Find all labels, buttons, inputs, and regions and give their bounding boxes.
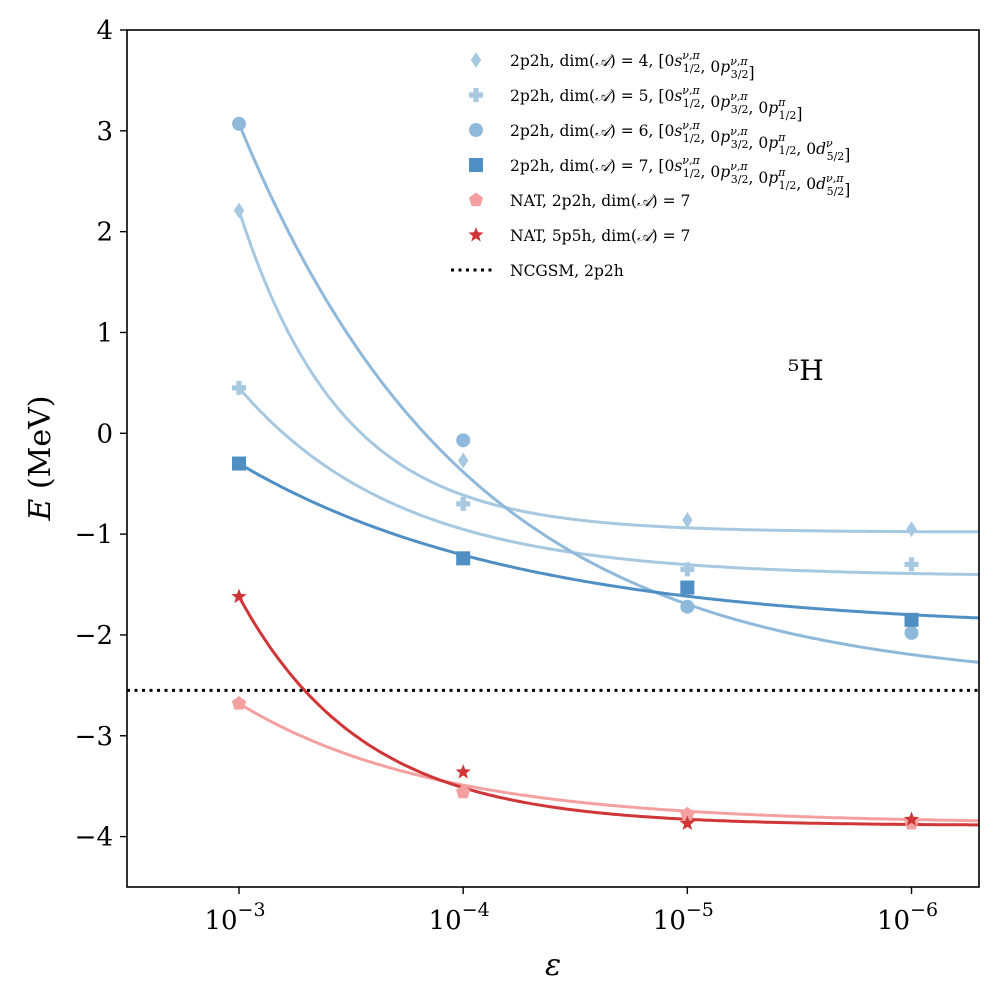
y-tick-label: 1: [96, 318, 113, 348]
data-point-s6-4: [903, 811, 920, 826]
legend-label: NCGSM, 2p2h: [510, 262, 624, 280]
legend-item-2: 2p2h, dim(𝒜) = 5, [0sν,π 1/2, 0pν,π 3/2,…: [469, 84, 802, 123]
y-axis-title: E (MeV): [23, 396, 58, 522]
y-axis-variable: E: [23, 499, 58, 522]
legend-label: 2p2h, dim(𝒜) = 6, [0sν,π 1/2, 0pν,π 3/2,…: [510, 119, 850, 164]
legend-label: 2p2h, dim(𝒜) = 5, [0sν,π 1/2, 0pν,π 3/2,…: [510, 84, 802, 123]
y-ticks: 4 3 2 1 0 −1 −2 −3 −4: [75, 16, 127, 853]
fit-curve-5: [238, 702, 980, 823]
fit-curve-4: [238, 462, 980, 620]
data-point-s2-1: [232, 380, 246, 395]
data-point-s6-3: [679, 815, 695, 830]
y-tick-label: −2: [75, 621, 113, 651]
legend-item-1: 2p2h, dim(𝒜) = 4, [0sν,π 1/2, 0pν,π 3/2]: [470, 49, 755, 82]
y-tick-label: −3: [75, 722, 113, 752]
legend-marker: [468, 192, 484, 207]
data-point-s5-2: [456, 784, 471, 799]
data-point-s2-3: [680, 562, 695, 577]
data-point-s6-2: [455, 764, 471, 779]
legend-marker: [469, 88, 483, 102]
y-tick-label: 3: [96, 117, 113, 147]
fit-curve-3: [237, 123, 980, 664]
x-tick-label: 10−5: [653, 899, 714, 936]
x-tick-label: 10−4: [429, 899, 490, 936]
legend-marker: [470, 52, 482, 68]
y-tick-label: −1: [75, 520, 113, 550]
nucleus-label: ⁵H: [788, 354, 824, 387]
data-point-s6-1: [231, 588, 247, 604]
fit-curve-1: [237, 210, 979, 534]
data-point-s5-1: [231, 696, 247, 710]
data-point-s4-2: [456, 551, 471, 566]
x-tick-label: 10−3: [204, 899, 265, 936]
data-point-s3-1: [232, 116, 247, 131]
y-tick-label: −4: [75, 823, 113, 853]
legend-label: NAT, 5p5h, dim(𝒜) = 7: [510, 227, 690, 245]
y-tick-label: 4: [96, 16, 113, 46]
y-tick-label: 2: [96, 218, 113, 248]
data-point-s1-3: [682, 512, 693, 528]
data-point-s4-4: [904, 612, 919, 627]
data-point-s3-3: [680, 599, 695, 614]
fit-curves: [237, 123, 980, 827]
legend-item-5: NAT, 2p2h, dim(𝒜) = 7: [468, 192, 690, 210]
x-tick-label: 10−6: [877, 899, 938, 936]
legend-item-ncgsm: NCGSM, 2p2h: [451, 262, 624, 280]
fit-curve-2: [237, 386, 979, 576]
data-point-s2-2: [456, 496, 471, 511]
data-point-s3-2: [456, 433, 471, 448]
legend-label: 2p2h, dim(𝒜) = 4, [0sν,π 1/2, 0pν,π 3/2]: [510, 49, 755, 82]
data-point-s2-4: [904, 557, 919, 572]
legend-marker: [469, 158, 483, 172]
legend-marker: [469, 123, 483, 137]
plot-frame: [126, 29, 980, 888]
legend-item-3: 2p2h, dim(𝒜) = 6, [0sν,π 1/2, 0pν,π 3/2,…: [469, 119, 850, 164]
fit-curve-6: [237, 595, 979, 827]
y-axis-unit: (MeV): [23, 396, 58, 499]
data-point-s3-4: [904, 625, 919, 640]
legend-label: 2p2h, dim(𝒜) = 7, [0sν,π 1/2, 0pν,π 3/2,…: [510, 154, 850, 199]
data-point-s4-3: [680, 580, 695, 595]
data-point-s1-1: [233, 202, 245, 219]
x-axis-title: ε: [545, 948, 561, 983]
legend-item-4: 2p2h, dim(𝒜) = 7, [0sν,π 1/2, 0pν,π 3/2,…: [469, 154, 850, 199]
legend-marker: [468, 227, 484, 242]
data-point-s5-3: [680, 806, 695, 821]
legend-label: NAT, 2p2h, dim(𝒜) = 7: [510, 192, 690, 210]
data-point-s1-2: [458, 452, 469, 469]
legend: 2p2h, dim(𝒜) = 4, [0sν,π 1/2, 0pν,π 3/2]…: [451, 49, 850, 280]
data-point-s1-4: [906, 521, 917, 538]
y-tick-label: 0: [96, 419, 113, 449]
data-point-s4-1: [232, 456, 247, 471]
data-markers: [231, 116, 920, 830]
legend-item-6: NAT, 5p5h, dim(𝒜) = 7: [468, 227, 690, 245]
x-ticks: 10−3 10−4 10−5 10−6: [204, 887, 938, 936]
